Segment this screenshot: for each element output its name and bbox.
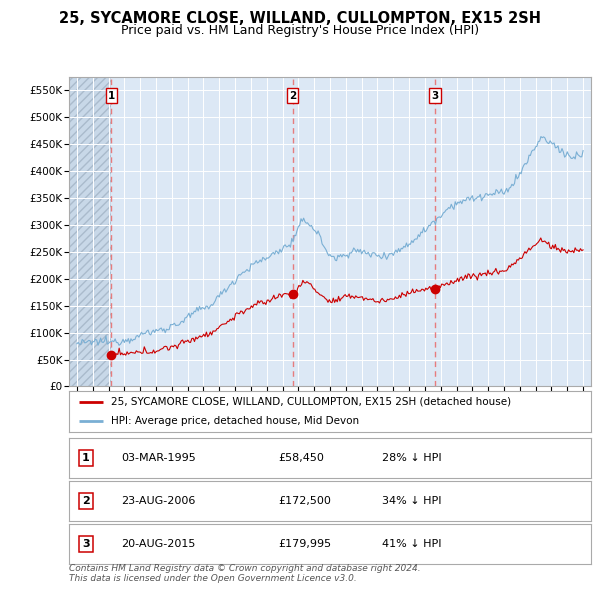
Text: 28% ↓ HPI: 28% ↓ HPI <box>382 453 442 463</box>
Text: 25, SYCAMORE CLOSE, WILLAND, CULLOMPTON, EX15 2SH (detached house): 25, SYCAMORE CLOSE, WILLAND, CULLOMPTON,… <box>111 396 511 407</box>
Text: 1: 1 <box>107 90 115 100</box>
Text: Contains HM Land Registry data © Crown copyright and database right 2024.
This d: Contains HM Land Registry data © Crown c… <box>69 563 421 583</box>
Text: 34% ↓ HPI: 34% ↓ HPI <box>382 496 442 506</box>
Text: 2: 2 <box>82 496 89 506</box>
Bar <box>69 77 111 386</box>
Text: HPI: Average price, detached house, Mid Devon: HPI: Average price, detached house, Mid … <box>111 416 359 426</box>
Text: 03-MAR-1995: 03-MAR-1995 <box>121 453 196 463</box>
Text: £179,995: £179,995 <box>278 539 331 549</box>
Text: 3: 3 <box>82 539 89 549</box>
Text: 1: 1 <box>82 453 89 463</box>
Text: 2: 2 <box>289 90 296 100</box>
Text: 41% ↓ HPI: 41% ↓ HPI <box>382 539 442 549</box>
Text: £172,500: £172,500 <box>278 496 331 506</box>
Text: 20-AUG-2015: 20-AUG-2015 <box>121 539 196 549</box>
Text: 25, SYCAMORE CLOSE, WILLAND, CULLOMPTON, EX15 2SH: 25, SYCAMORE CLOSE, WILLAND, CULLOMPTON,… <box>59 11 541 25</box>
Text: 3: 3 <box>431 90 439 100</box>
Text: £58,450: £58,450 <box>278 453 323 463</box>
Text: Price paid vs. HM Land Registry's House Price Index (HPI): Price paid vs. HM Land Registry's House … <box>121 24 479 37</box>
Text: 23-AUG-2006: 23-AUG-2006 <box>121 496 196 506</box>
